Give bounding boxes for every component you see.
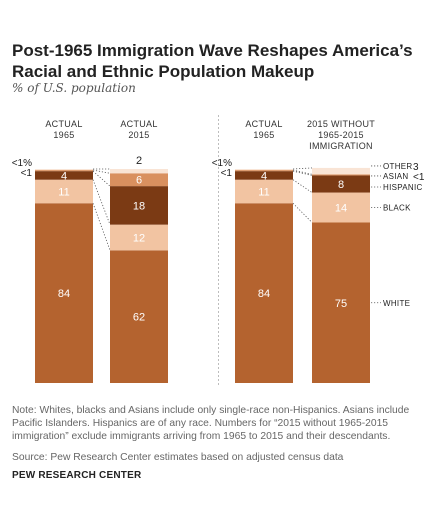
value-label-black-2: 14 <box>335 203 347 215</box>
value-label-other-1: <1% <box>212 158 232 169</box>
value-label-asian-1: <1 <box>221 168 233 179</box>
series-name-white: WHITE <box>383 299 410 308</box>
bar-hispanic-2 <box>312 175 370 193</box>
connector-line-2 <box>92 179 111 225</box>
bar-asian-1 <box>35 170 93 172</box>
category-label-1: ACTUAL 1965 <box>45 119 82 140</box>
bar-hispanic-1 <box>235 171 293 180</box>
bar-asian-2 <box>312 174 370 176</box>
bar-other-1 <box>35 169 93 171</box>
category-label-2: ACTUAL 2015 <box>120 119 157 140</box>
bar-black-1 <box>35 179 93 204</box>
series-name-asian: ASIAN <box>383 172 409 181</box>
connector-line-4 <box>292 169 313 175</box>
value-label-asian-2: 6 <box>136 175 142 187</box>
chart-subtitle: % of U.S. population <box>12 81 136 95</box>
chart-note: Note: Whites, blacks and Asians include … <box>12 405 410 442</box>
category-label-2: 2015 WITHOUT 1965-2015 IMMIGRATION <box>307 119 375 151</box>
value-label-white-1: 84 <box>258 288 270 300</box>
bar-black-2 <box>110 224 168 251</box>
bar-hispanic-1 <box>35 171 93 180</box>
bar-other-2 <box>110 169 168 174</box>
value-label-black-1: 11 <box>58 186 69 198</box>
value-label-hispanic-2: 18 <box>133 200 145 212</box>
bar-black-1 <box>235 179 293 204</box>
value-label-hispanic-1: 4 <box>261 170 267 182</box>
value-label-asian-1: <1 <box>21 168 33 179</box>
value-label-other-1: <1% <box>12 158 32 169</box>
bar-other-2 <box>312 167 370 175</box>
value-label-other-2: 2 <box>136 155 142 167</box>
connector-line-3 <box>92 170 111 187</box>
value-label-white-2: 75 <box>335 298 347 310</box>
bar-white-2 <box>110 250 168 383</box>
chart-title: Post-1965 Immigration Wave Reshapes Amer… <box>12 41 413 81</box>
bar-asian-1 <box>235 170 293 172</box>
connector-line-4 <box>92 169 111 174</box>
connector-line-2 <box>292 179 313 193</box>
value-label-other-2: 3 <box>413 162 419 173</box>
series-name-hispanic: HISPANIC <box>383 183 423 192</box>
value-label-asian-2: <1 <box>413 172 425 183</box>
value-label-white-2: 62 <box>133 312 145 324</box>
bar-black-2 <box>312 192 370 223</box>
connector-line-1 <box>292 202 313 223</box>
bar-hispanic-2 <box>110 186 168 225</box>
category-label-1: ACTUAL 1965 <box>245 119 282 140</box>
chart-2: ACTUAL 1965 2015 WITHOUT 1965-2015 IMMIGRATI… <box>212 119 425 383</box>
series-name-black: BLACK <box>383 204 411 213</box>
bar-white-1 <box>235 203 293 383</box>
value-label-black-1: 11 <box>258 186 269 198</box>
value-label-black-2: 12 <box>133 232 145 244</box>
bar-white-2 <box>312 222 370 383</box>
connector-line-3 <box>292 170 313 176</box>
series-name-other: OTHER <box>383 162 413 171</box>
connector-line-5 <box>292 167 313 170</box>
value-label-white-1: 84 <box>58 288 70 300</box>
connector-line-1 <box>92 203 111 251</box>
bar-white-1 <box>35 203 93 383</box>
value-label-hispanic-1: 4 <box>61 170 67 182</box>
value-label-hispanic-2: 8 <box>338 179 344 191</box>
bar-other-1 <box>235 169 293 171</box>
org-name: PEW RESEARCH CENTER <box>12 470 142 481</box>
chart-source: Source: Pew Research Center estimates ba… <box>12 452 344 463</box>
bar-asian-2 <box>110 173 168 187</box>
